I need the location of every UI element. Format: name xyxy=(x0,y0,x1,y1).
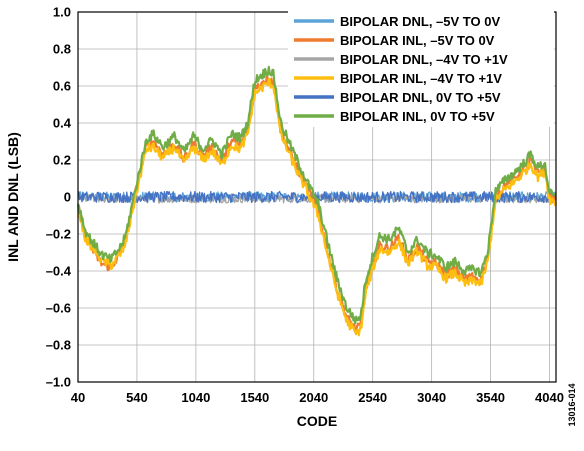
y-tick-label: 0 xyxy=(64,190,71,205)
y-tick-label: 0.6 xyxy=(53,79,71,94)
y-tick-label: –0.8 xyxy=(46,338,71,353)
series-line xyxy=(76,65,557,325)
figure-id: 13016-014 xyxy=(567,383,577,426)
x-tick-label: 40 xyxy=(71,390,85,405)
x-tick-label: 540 xyxy=(126,390,148,405)
legend-entry: BIPOLAR DNL, 0V TO +5V xyxy=(340,90,501,105)
y-tick-label: 0.2 xyxy=(53,153,71,168)
y-tick-label: 0.8 xyxy=(53,42,71,57)
y-tick-label: –1.0 xyxy=(46,375,71,390)
y-tick-label: –0.4 xyxy=(46,264,72,279)
y-tick-label: –0.6 xyxy=(46,301,71,316)
legend-entry: BIPOLAR DNL, –5V TO 0V xyxy=(340,14,500,29)
x-tick-label: 2040 xyxy=(299,390,328,405)
legend: BIPOLAR DNL, –5V TO 0V BIPOLAR INL, –5V T… xyxy=(288,9,554,127)
legend-entry: BIPOLAR DNL, –4V TO +1V xyxy=(340,52,508,67)
legend-entry: BIPOLAR INL, –4V TO +1V xyxy=(340,71,502,86)
y-tick-label: –0.2 xyxy=(46,227,71,242)
y-axis-label: INL AND DNL (LSB) xyxy=(5,132,21,262)
y-tick-label: 1.0 xyxy=(53,5,71,20)
legend-entry: BIPOLAR INL, 0V TO +5V xyxy=(340,109,495,124)
series-line xyxy=(76,77,557,337)
x-tick-label: 3540 xyxy=(476,390,505,405)
tick-labels: 40 540 1040 1540 2040 2540 3040 3540 4040 1.0 0.8 0… xyxy=(46,5,564,406)
x-axis-label: CODE xyxy=(297,413,337,429)
x-tick-label: 1540 xyxy=(240,390,269,405)
x-tick-label: 2540 xyxy=(358,390,387,405)
legend-entry: BIPOLAR INL, –5V TO 0V xyxy=(340,33,495,48)
x-tick-label: 4040 xyxy=(535,390,564,405)
series-layer xyxy=(76,65,557,337)
x-tick-label: 3040 xyxy=(417,390,446,405)
y-tick-label: 0.4 xyxy=(53,116,72,131)
x-tick-label: 1040 xyxy=(181,390,210,405)
legend-background xyxy=(288,9,554,127)
